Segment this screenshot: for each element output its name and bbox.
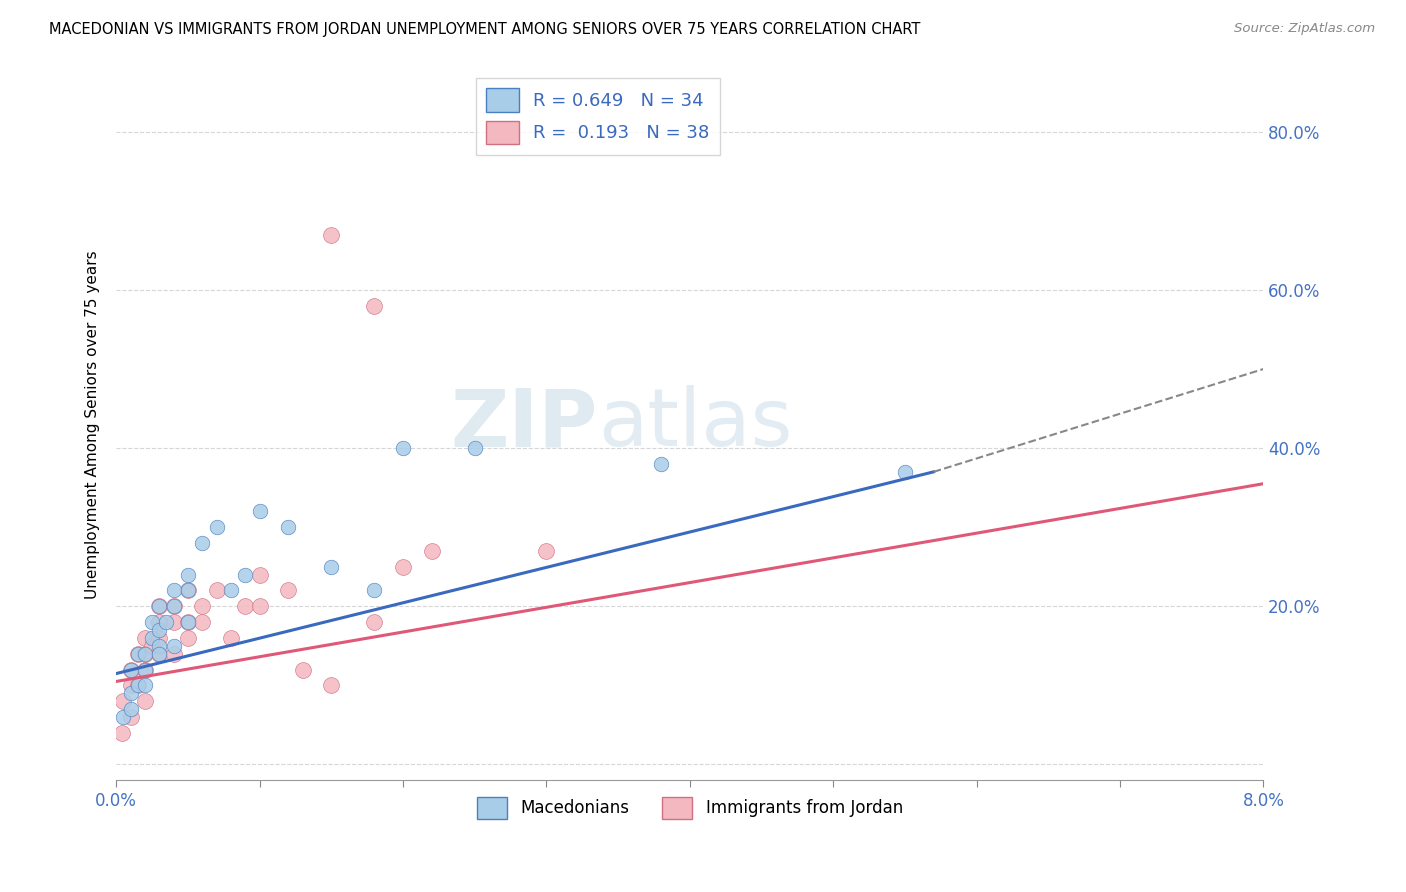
Point — [177, 631, 200, 645]
Point — [148, 639, 170, 653]
Point — [134, 663, 156, 677]
Point — [127, 647, 149, 661]
Point — [249, 504, 271, 518]
Point — [162, 599, 184, 614]
Point — [392, 441, 415, 455]
Point — [141, 631, 163, 645]
Text: MACEDONIAN VS IMMIGRANTS FROM JORDAN UNEMPLOYMENT AMONG SENIORS OVER 75 YEARS CO: MACEDONIAN VS IMMIGRANTS FROM JORDAN UNE… — [49, 22, 921, 37]
Point — [120, 686, 142, 700]
Point — [112, 694, 135, 708]
Point — [134, 647, 156, 661]
Point — [120, 710, 142, 724]
Point — [111, 726, 134, 740]
Point — [650, 457, 672, 471]
Point — [249, 567, 271, 582]
Point — [420, 544, 443, 558]
Point — [127, 647, 149, 661]
Point — [363, 299, 385, 313]
Point — [464, 441, 486, 455]
Point — [177, 615, 200, 629]
Point — [321, 678, 343, 692]
Point — [141, 615, 163, 629]
Point — [177, 615, 200, 629]
Point — [191, 536, 214, 550]
Point — [894, 465, 917, 479]
Point — [148, 615, 170, 629]
Point — [249, 599, 271, 614]
Point — [134, 663, 156, 677]
Point — [219, 583, 242, 598]
Point — [321, 227, 343, 242]
Point — [291, 663, 314, 677]
Point — [162, 647, 184, 661]
Point — [127, 678, 149, 692]
Point — [148, 647, 170, 661]
Point — [134, 647, 156, 661]
Point — [233, 567, 256, 582]
Point — [277, 520, 299, 534]
Point — [127, 678, 149, 692]
Point — [177, 583, 200, 598]
Point — [148, 623, 170, 637]
Point — [134, 694, 156, 708]
Point — [162, 583, 184, 598]
Y-axis label: Unemployment Among Seniors over 75 years: Unemployment Among Seniors over 75 years — [86, 250, 100, 599]
Point — [148, 631, 170, 645]
Point — [134, 678, 156, 692]
Point — [191, 615, 214, 629]
Point — [148, 599, 170, 614]
Text: ZIP: ZIP — [451, 385, 598, 464]
Point — [219, 631, 242, 645]
Text: Source: ZipAtlas.com: Source: ZipAtlas.com — [1234, 22, 1375, 36]
Point — [205, 520, 228, 534]
Point — [141, 639, 163, 653]
Point — [120, 663, 142, 677]
Point — [177, 567, 200, 582]
Point — [112, 710, 135, 724]
Point — [148, 599, 170, 614]
Point — [277, 583, 299, 598]
Point — [233, 599, 256, 614]
Point — [205, 583, 228, 598]
Point — [162, 639, 184, 653]
Legend: Macedonians, Immigrants from Jordan: Macedonians, Immigrants from Jordan — [470, 790, 910, 825]
Text: atlas: atlas — [598, 385, 793, 464]
Point — [155, 615, 177, 629]
Point — [363, 583, 385, 598]
Point — [148, 647, 170, 661]
Point — [134, 631, 156, 645]
Point — [191, 599, 214, 614]
Point — [177, 583, 200, 598]
Point — [120, 663, 142, 677]
Point — [363, 615, 385, 629]
Point — [321, 559, 343, 574]
Point — [120, 702, 142, 716]
Point — [120, 678, 142, 692]
Point — [536, 544, 558, 558]
Point — [162, 615, 184, 629]
Point — [162, 599, 184, 614]
Point — [392, 559, 415, 574]
